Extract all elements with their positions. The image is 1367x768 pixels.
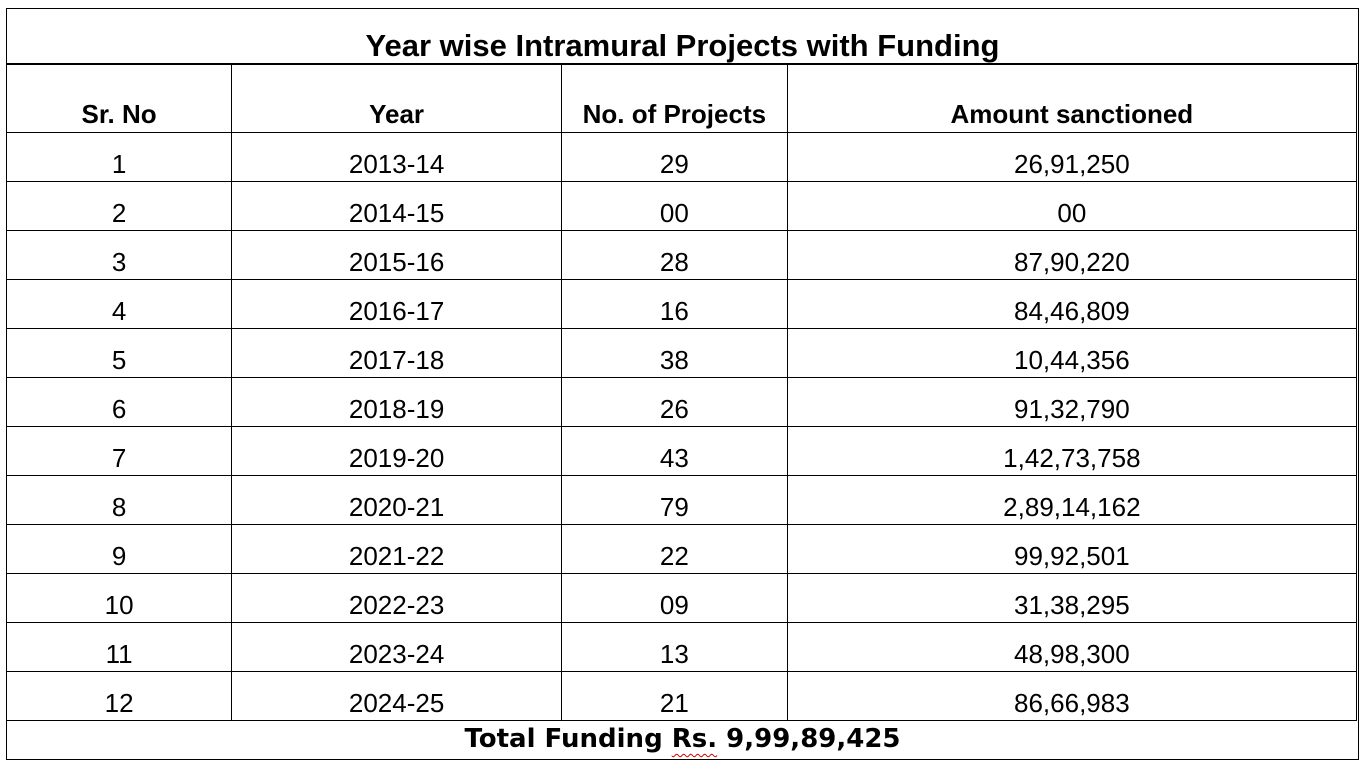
cell-year: 2019-20 [231, 426, 562, 476]
cell-year: 2020-21 [231, 475, 562, 525]
column-header-year: Year [231, 64, 562, 133]
table-row: 2 2014-15 00 00 [5, 181, 1358, 231]
cell-year: 2024-25 [231, 671, 562, 721]
table-row: 9 2021-22 22 99,92,501 [5, 524, 1358, 574]
total-funding-prefix: Total Funding [464, 724, 672, 754]
cell-sr-no: 11 [5, 622, 233, 672]
cell-amount: 99,92,501 [786, 524, 1358, 574]
cell-year: 2023-24 [231, 622, 562, 672]
cell-year: 2014-15 [231, 181, 562, 231]
cell-sr-no: 2 [5, 181, 233, 231]
total-funding-currency: Rs. [671, 724, 718, 754]
cell-projects: 26 [560, 377, 788, 427]
table-title: Year wise Intramural Projects with Fundi… [365, 28, 1000, 63]
cell-sr-no: 1 [5, 132, 233, 182]
cell-amount: 00 [786, 181, 1358, 231]
cell-sr-no: 10 [5, 573, 233, 623]
cell-amount: 91,32,790 [786, 377, 1358, 427]
cell-sr-no: 5 [5, 328, 233, 378]
cell-amount: 1,42,73,758 [786, 426, 1358, 476]
cell-amount: 48,98,300 [786, 622, 1358, 672]
table-row: 7 2019-20 43 1,42,73,758 [5, 426, 1358, 476]
cell-projects: 13 [560, 622, 788, 672]
cell-year: 2015-16 [231, 230, 562, 280]
cell-amount: 10,44,356 [786, 328, 1358, 378]
table-row: 6 2018-19 26 91,32,790 [5, 377, 1358, 427]
cell-projects: 29 [560, 132, 788, 182]
total-funding-amount: 9,99,89,425 [717, 724, 901, 754]
table-row: 11 2023-24 13 48,98,300 [5, 622, 1358, 672]
cell-amount: 87,90,220 [786, 230, 1358, 280]
table-row: 3 2015-16 28 87,90,220 [5, 230, 1358, 280]
column-header-amount: Amount sanctioned [786, 64, 1358, 133]
cell-sr-no: 9 [5, 524, 233, 574]
cell-year: 2017-18 [231, 328, 562, 378]
cell-projects: 16 [560, 279, 788, 329]
header-row: Sr. No Year No. of Projects Amount sanct… [5, 64, 1358, 133]
cell-year: 2013-14 [231, 132, 562, 182]
cell-sr-no: 8 [5, 475, 233, 525]
funding-table: Sr. No Year No. of Projects Amount sanct… [5, 64, 1358, 721]
table-row: 4 2016-17 16 84,46,809 [5, 279, 1358, 329]
cell-projects: 38 [560, 328, 788, 378]
cell-amount: 86,66,983 [786, 671, 1358, 721]
table-row: 10 2022-23 09 31,38,295 [5, 573, 1358, 623]
table-row: 12 2024-25 21 86,66,983 [5, 671, 1358, 721]
cell-projects: 21 [560, 671, 788, 721]
cell-projects: 22 [560, 524, 788, 574]
cell-sr-no: 4 [5, 279, 233, 329]
cell-sr-no: 6 [5, 377, 233, 427]
cell-year: 2018-19 [231, 377, 562, 427]
cell-projects: 09 [560, 573, 788, 623]
cell-projects: 79 [560, 475, 788, 525]
cell-sr-no: 7 [5, 426, 233, 476]
cell-sr-no: 3 [5, 230, 233, 280]
table-title-row: Year wise Intramural Projects with Fundi… [7, 9, 1358, 64]
cell-amount: 31,38,295 [786, 573, 1358, 623]
funding-table-sheet: Year wise Intramural Projects with Fundi… [5, 8, 1359, 760]
table-body: 1 2013-14 29 26,91,250 2 2014-15 00 00 3 2015-16 2… [5, 132, 1358, 721]
table-row: 1 2013-14 29 26,91,250 [5, 132, 1358, 182]
cell-projects: 43 [560, 426, 788, 476]
cell-year: 2021-22 [231, 524, 562, 574]
cell-amount: 84,46,809 [786, 279, 1358, 329]
table-row: 8 2020-21 79 2,89,14,162 [5, 475, 1358, 525]
column-header-sr-no: Sr. No [5, 64, 233, 133]
cell-year: 2016-17 [231, 279, 562, 329]
total-funding-row: Total Funding Rs. 9,99,89,425 [7, 711, 1358, 759]
column-header-projects: No. of Projects [560, 64, 788, 133]
table-row: 5 2017-18 38 10,44,356 [5, 328, 1358, 378]
cell-amount: 2,89,14,162 [786, 475, 1358, 525]
cell-amount: 26,91,250 [786, 132, 1358, 182]
cell-projects: 00 [560, 181, 788, 231]
cell-year: 2022-23 [231, 573, 562, 623]
cell-projects: 28 [560, 230, 788, 280]
cell-sr-no: 12 [5, 671, 233, 721]
total-funding-text: Total Funding Rs. 9,99,89,425 [464, 726, 900, 759]
